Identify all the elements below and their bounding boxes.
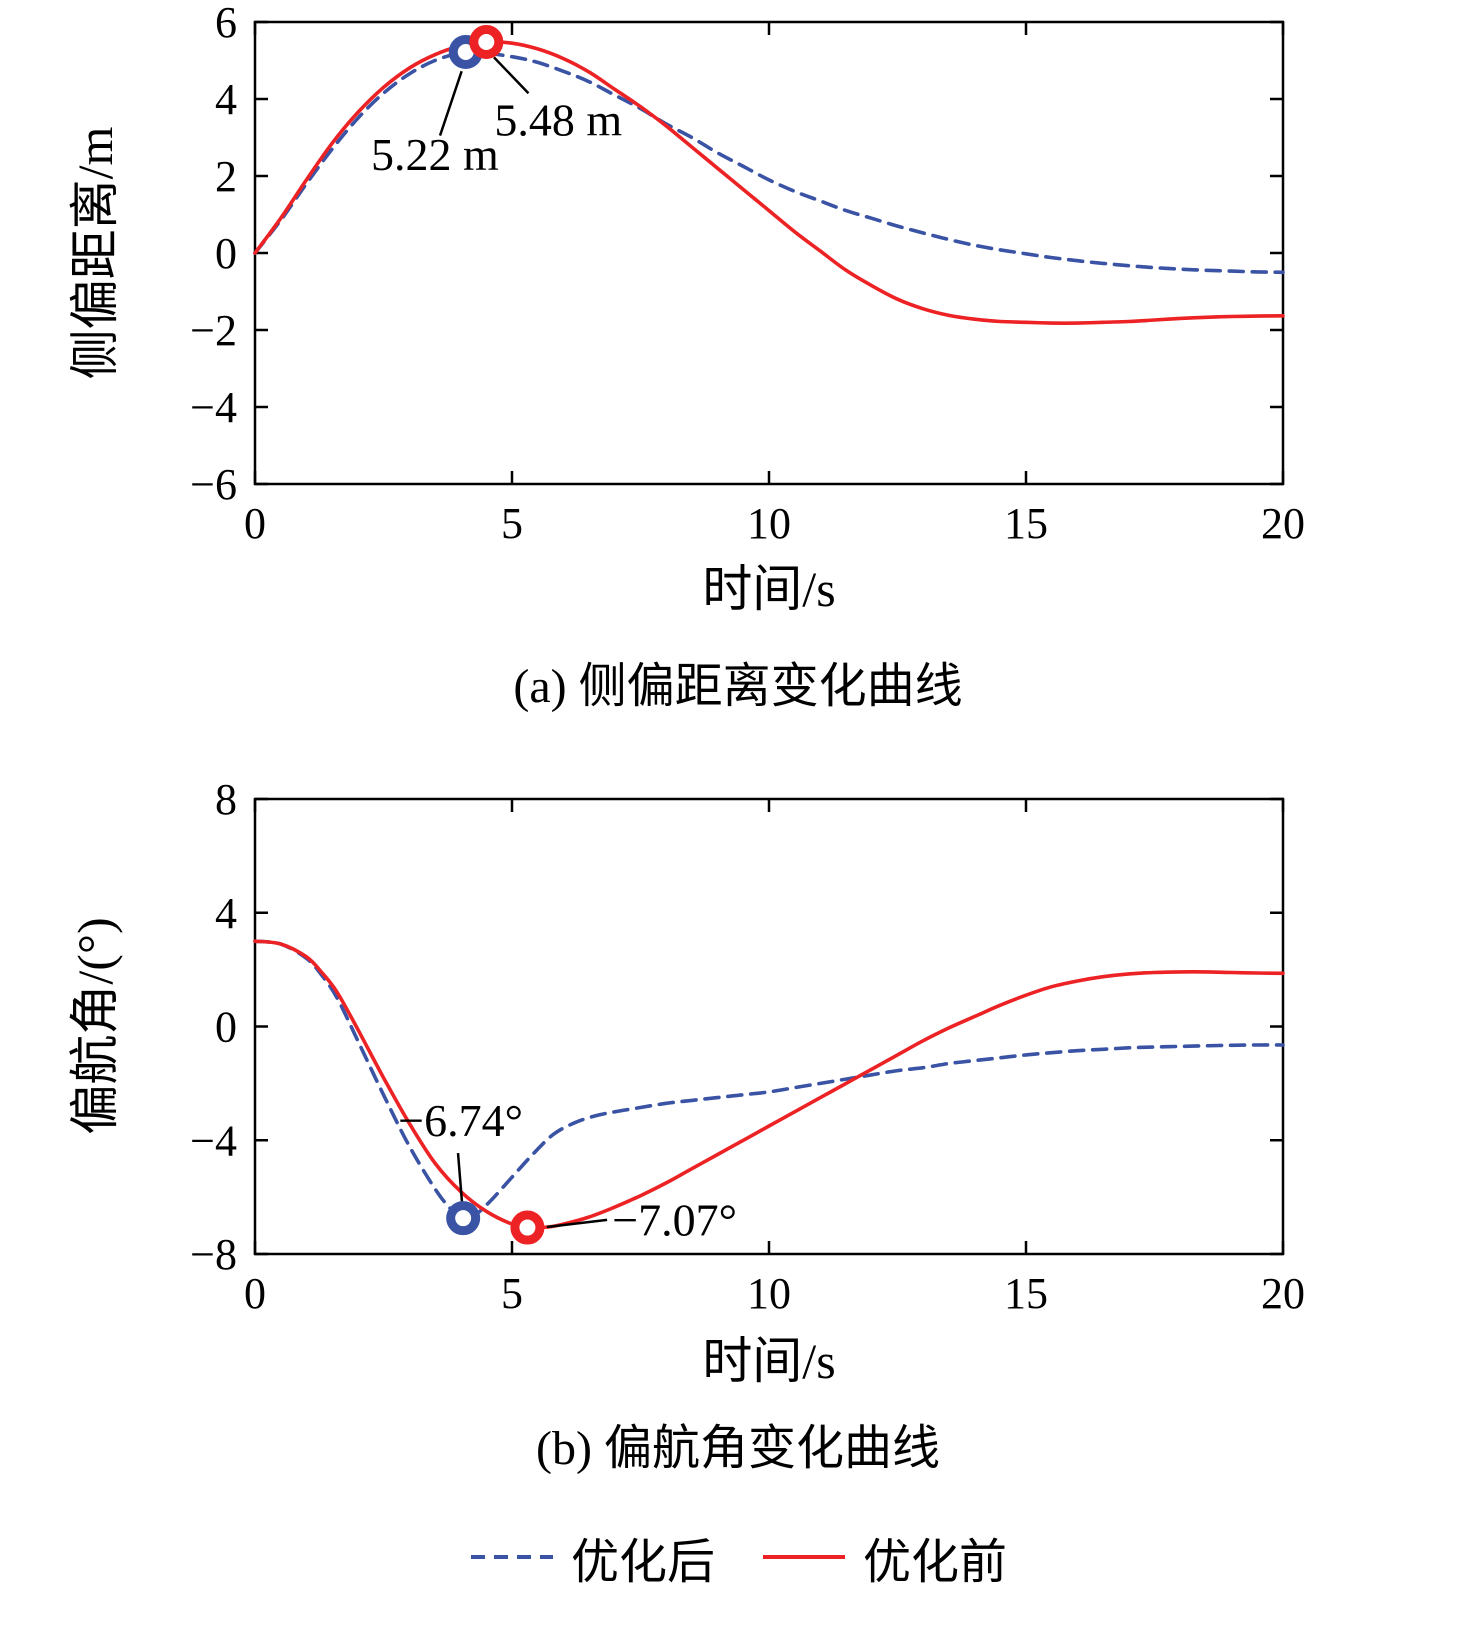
solid-line-icon	[763, 1555, 845, 1559]
svg-text:2: 2	[215, 152, 237, 201]
svg-text:0: 0	[215, 1003, 237, 1052]
svg-text:4: 4	[215, 889, 237, 938]
svg-text:8: 8	[215, 775, 237, 824]
svg-text:−6: −6	[190, 460, 237, 509]
dashed-line-icon	[470, 1555, 553, 1559]
svg-text:0: 0	[244, 499, 266, 548]
legend-label-before: 优化前	[863, 1536, 1008, 1589]
svg-text:5: 5	[501, 499, 523, 548]
svg-text:0: 0	[244, 1269, 266, 1318]
svg-text:10: 10	[747, 1269, 791, 1318]
svg-text:0: 0	[215, 229, 237, 278]
svg-text:20: 20	[1261, 499, 1305, 548]
svg-text:−8: −8	[190, 1230, 237, 1279]
legend-label-after: 优化后	[570, 1536, 715, 1589]
svg-text:−4: −4	[190, 1116, 237, 1165]
svg-text:−7.07°: −7.07°	[612, 1195, 737, 1246]
chart-b-plot: 0 5 10 15 20 −8 −4 0 4 8 −6.74° −7.07°	[190, 775, 1305, 1318]
svg-text:15: 15	[1004, 1269, 1048, 1318]
legend: 优化后 优化前	[0, 1522, 1476, 1622]
svg-text:5.48 m: 5.48 m	[494, 95, 622, 146]
chart-b-caption: (b) 偏航角变化曲线	[536, 1422, 940, 1475]
svg-text:−2: −2	[190, 306, 237, 355]
chart-a: 0 5 10 15 20 −6 −4 −2 0 2 4 6 5.22 m5.48 m 侧偏距离/m 时间…	[67, 0, 1305, 617]
svg-text:10: 10	[747, 499, 791, 548]
chart-a-caption: (a) 侧偏距离变化曲线	[513, 660, 963, 713]
svg-text:5: 5	[501, 1269, 523, 1318]
svg-text:4: 4	[215, 75, 237, 124]
svg-text:6: 6	[215, 0, 237, 47]
chart-a-x-axis-label: 时间/s	[702, 561, 835, 617]
legend-item-optimized-after: 优化后	[469, 1522, 715, 1592]
svg-text:−4: −4	[190, 383, 237, 432]
chart-a-y-axis-label: 侧偏距离/m	[67, 127, 123, 380]
chart-a-plot: 0 5 10 15 20 −6 −4 −2 0 2 4 6 5.22 m5.48 m	[190, 0, 1305, 548]
svg-text:−6.74°: −6.74°	[398, 1095, 523, 1146]
chart-b-y-axis-label: 偏航角/(°)	[67, 917, 123, 1134]
svg-text:5.22 m: 5.22 m	[371, 129, 499, 180]
legend-item-optimized-before: 优化前	[761, 1522, 1007, 1592]
svg-text:20: 20	[1261, 1269, 1305, 1318]
svg-text:15: 15	[1004, 499, 1048, 548]
chart-b-x-axis-label: 时间/s	[702, 1333, 835, 1389]
chart-b: 0 5 10 15 20 −8 −4 0 4 8 −6.74° −7.07° 偏航角/(°) 时间/s	[67, 775, 1305, 1389]
